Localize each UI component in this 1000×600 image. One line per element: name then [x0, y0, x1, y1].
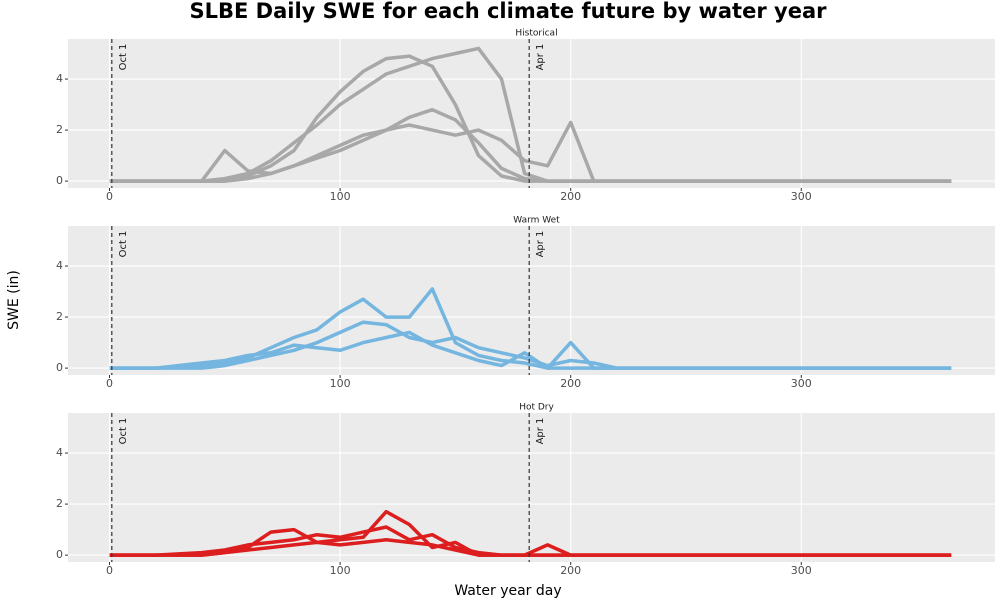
panel-title: Hot Dry — [519, 403, 554, 413]
x-tick-label: 300 — [791, 377, 812, 390]
panel-background — [68, 39, 995, 188]
y-tick-label: 0 — [56, 548, 63, 561]
x-tick-label: 200 — [560, 377, 581, 390]
reference-label: Apr 1 — [535, 44, 546, 71]
reference-label: Oct 1 — [118, 231, 129, 258]
swe-line — [109, 330, 952, 370]
x-tick-label: 200 — [560, 564, 581, 577]
x-tick-label: 300 — [791, 190, 812, 203]
x-tick-label: 0 — [106, 377, 113, 390]
panel-title: Warm Wet — [513, 216, 560, 226]
x-tick-label: 300 — [791, 564, 812, 577]
chart-title: SLBE Daily SWE for each climate future b… — [190, 0, 828, 23]
reference-label: Oct 1 — [118, 44, 129, 71]
x-tick-label: 100 — [330, 377, 351, 390]
swe-line — [109, 107, 952, 183]
y-tick-label: 2 — [56, 123, 63, 136]
y-tick-label: 2 — [56, 497, 63, 510]
reference-label: Apr 1 — [535, 418, 546, 445]
panel-title: Historical — [515, 29, 557, 39]
y-tick-label: 4 — [56, 72, 63, 85]
swe-line — [109, 538, 952, 557]
panel-background — [68, 226, 995, 375]
x-axis-label: Water year day — [454, 583, 561, 599]
x-tick-label: 100 — [330, 190, 351, 203]
y-tick-label: 4 — [56, 446, 63, 459]
reference-label: Apr 1 — [535, 231, 546, 258]
x-tick-label: 0 — [106, 190, 113, 203]
y-tick-label: 0 — [56, 174, 63, 187]
y-tick-label: 4 — [56, 259, 63, 272]
y-tick-label: 0 — [56, 361, 63, 374]
x-tick-label: 0 — [106, 564, 113, 577]
panel-background — [68, 413, 995, 562]
y-tick-label: 2 — [56, 310, 63, 323]
x-tick-label: 200 — [560, 190, 581, 203]
y-axis-label: SWE (in) — [6, 270, 22, 330]
reference-label: Oct 1 — [118, 418, 129, 445]
x-tick-label: 100 — [330, 564, 351, 577]
